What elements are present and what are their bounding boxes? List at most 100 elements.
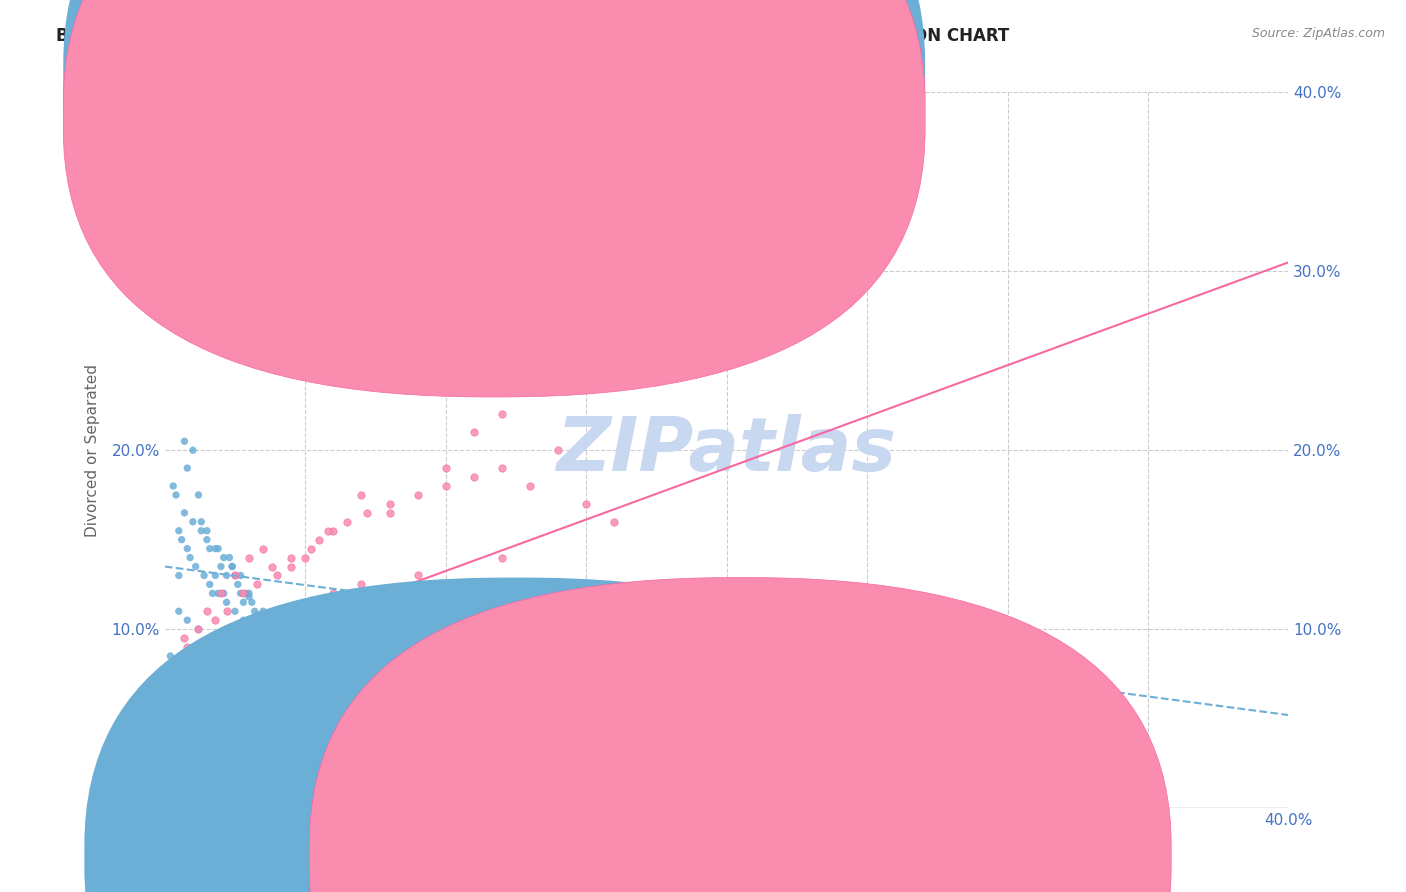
- Point: [232, 586, 254, 600]
- Point: [603, 515, 626, 529]
- Point: [266, 568, 288, 582]
- Point: [350, 488, 373, 502]
- Point: [167, 524, 190, 538]
- Point: [238, 705, 260, 719]
- Point: [252, 604, 274, 618]
- Point: [173, 434, 195, 449]
- Point: [215, 604, 238, 618]
- Point: [463, 425, 485, 440]
- Point: [187, 622, 209, 636]
- Point: [187, 672, 209, 686]
- Point: [179, 550, 201, 565]
- Point: [271, 640, 294, 654]
- Point: [187, 622, 209, 636]
- Point: [181, 443, 204, 458]
- Point: [491, 550, 513, 565]
- Point: [173, 631, 195, 645]
- Point: [299, 541, 322, 556]
- Point: [378, 497, 401, 511]
- Point: [176, 613, 198, 627]
- Point: [243, 604, 266, 618]
- Point: [176, 640, 198, 654]
- Point: [162, 654, 184, 668]
- Point: [209, 640, 232, 654]
- Point: [224, 568, 246, 582]
- Point: [226, 577, 249, 591]
- Point: [294, 666, 316, 681]
- Point: [260, 676, 283, 690]
- Text: N = 56: N = 56: [623, 107, 681, 125]
- Text: BRITISH WEST INDIAN VS IMMIGRANTS FROM RUSSIA DIVORCED OR SEPARATED CORRELATION : BRITISH WEST INDIAN VS IMMIGRANTS FROM R…: [56, 27, 1010, 45]
- Text: Immigrants from Russia: Immigrants from Russia: [758, 849, 941, 863]
- Point: [224, 568, 246, 582]
- Point: [280, 559, 302, 574]
- Point: [212, 550, 235, 565]
- Point: [434, 479, 457, 493]
- Point: [547, 443, 569, 458]
- Point: [243, 622, 266, 636]
- Point: [179, 666, 201, 681]
- Point: [266, 604, 288, 618]
- Point: [232, 613, 254, 627]
- Text: R = 0.508: R = 0.508: [515, 107, 598, 125]
- Point: [215, 595, 238, 609]
- Point: [378, 721, 401, 735]
- Point: [167, 657, 190, 672]
- Point: [252, 541, 274, 556]
- Point: [294, 550, 316, 565]
- Text: ZIPatlas: ZIPatlas: [557, 414, 897, 487]
- Point: [240, 595, 263, 609]
- Y-axis label: Divorced or Separated: Divorced or Separated: [86, 364, 100, 537]
- Point: [204, 568, 226, 582]
- Point: [350, 577, 373, 591]
- Point: [176, 461, 198, 475]
- Point: [173, 506, 195, 520]
- Point: [519, 479, 541, 493]
- Point: [195, 604, 218, 618]
- Point: [193, 712, 215, 726]
- Point: [316, 524, 339, 538]
- Point: [162, 676, 184, 690]
- Point: [204, 683, 226, 698]
- Point: [308, 533, 330, 547]
- Point: [201, 586, 224, 600]
- Point: [221, 648, 243, 663]
- Point: [201, 717, 224, 731]
- Point: [308, 676, 330, 690]
- Point: [198, 541, 221, 556]
- Point: [254, 631, 277, 645]
- Point: [209, 559, 232, 574]
- Point: [184, 559, 207, 574]
- Text: British West Indians: British West Indians: [533, 849, 685, 863]
- Point: [170, 666, 193, 681]
- Point: [659, 703, 682, 717]
- Point: [266, 640, 288, 654]
- Point: [463, 470, 485, 484]
- Point: [575, 497, 598, 511]
- Point: [215, 568, 238, 582]
- Point: [350, 703, 373, 717]
- Point: [249, 712, 271, 726]
- Point: [238, 550, 260, 565]
- Point: [190, 524, 212, 538]
- Point: [204, 541, 226, 556]
- Point: [159, 648, 181, 663]
- Point: [322, 586, 344, 600]
- Point: [406, 228, 429, 243]
- Point: [246, 666, 269, 681]
- Point: [274, 685, 297, 699]
- Point: [322, 524, 344, 538]
- Point: [224, 604, 246, 618]
- Point: [260, 559, 283, 574]
- Point: [195, 678, 218, 692]
- Point: [434, 461, 457, 475]
- Point: [204, 613, 226, 627]
- Point: [226, 622, 249, 636]
- Point: [190, 648, 212, 663]
- Point: [238, 586, 260, 600]
- Point: [575, 730, 598, 744]
- Point: [246, 607, 269, 622]
- Point: [179, 657, 201, 672]
- Text: R = -0.116: R = -0.116: [515, 67, 605, 85]
- Text: Source: ZipAtlas.com: Source: ZipAtlas.com: [1251, 27, 1385, 40]
